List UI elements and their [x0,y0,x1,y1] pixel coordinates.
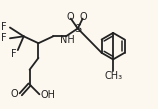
Text: CH₃: CH₃ [104,71,122,81]
Text: O: O [10,89,18,99]
Text: F: F [1,33,7,43]
Text: S: S [74,24,81,34]
Text: NH: NH [60,35,74,45]
Text: O: O [80,12,87,22]
Text: O: O [66,12,74,22]
Text: F: F [1,22,7,32]
Text: OH: OH [40,90,55,100]
Text: F: F [11,49,17,59]
